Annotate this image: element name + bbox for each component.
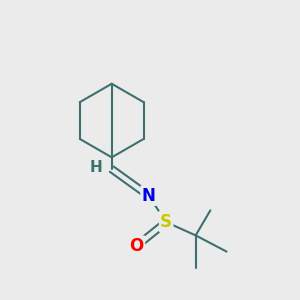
Text: O: O [130,237,144,255]
Text: H: H [89,160,102,175]
Text: S: S [160,213,172,231]
Text: N: N [142,187,155,205]
